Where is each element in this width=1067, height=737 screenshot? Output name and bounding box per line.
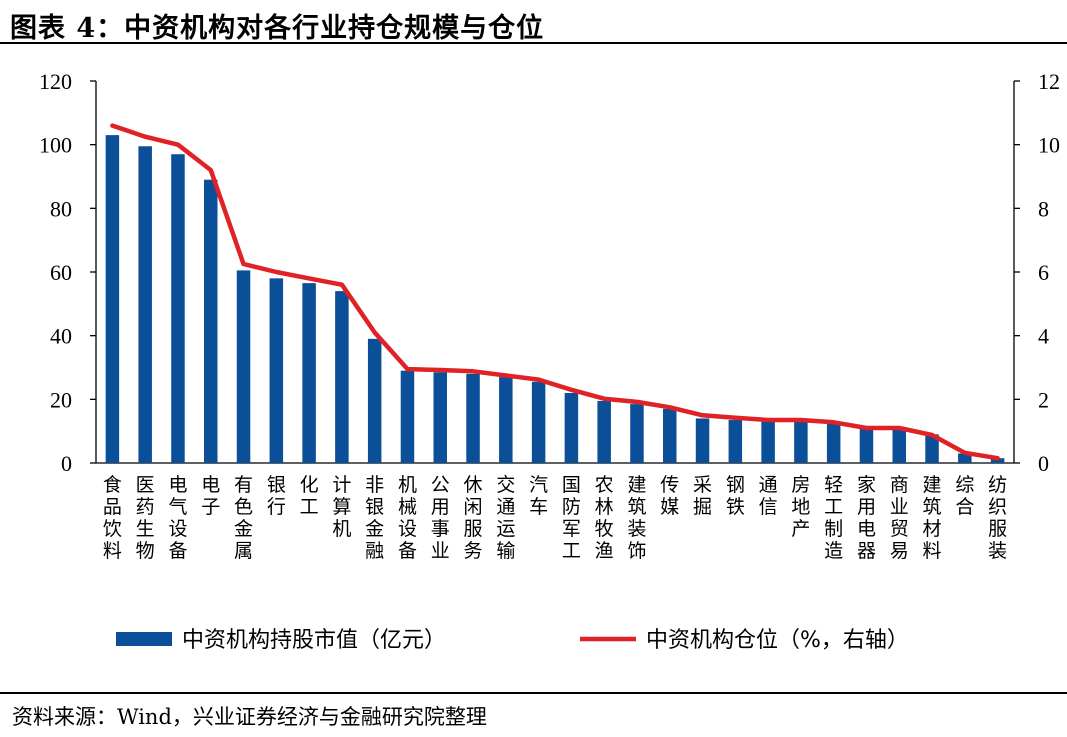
- source-note: 资料来源：Wind，兴业证券经济与金融研究院整理: [12, 705, 487, 729]
- right-tick-label: 4: [1038, 324, 1049, 349]
- bar: [105, 135, 120, 463]
- bar: [564, 392, 579, 463]
- bar: [695, 418, 710, 463]
- category-label: 家用电器: [857, 474, 876, 562]
- category-label: 电子: [201, 474, 220, 518]
- bar: [925, 434, 939, 463]
- bar: [400, 370, 415, 463]
- bar: [630, 404, 644, 463]
- bar: [826, 423, 841, 463]
- right-tick-label: 12: [1038, 69, 1060, 94]
- right-tick-label: 10: [1038, 133, 1060, 158]
- category-label: 非银金融: [365, 474, 384, 562]
- line-series: [110, 123, 1000, 461]
- bar: [302, 283, 316, 463]
- left-tick-label: 40: [50, 324, 72, 349]
- position-line: [110, 123, 1000, 461]
- bar: [531, 381, 546, 463]
- legend-bar-label: 中资机构持股市值（亿元）: [182, 628, 446, 653]
- bar: [990, 458, 1005, 463]
- category-label: 传媒: [660, 474, 679, 518]
- category-label: 汽车: [529, 474, 548, 518]
- category-label: 建筑材料: [923, 474, 942, 562]
- category-label: 银行: [267, 474, 286, 518]
- bar: [204, 179, 218, 463]
- left-tick-label: 0: [61, 451, 72, 476]
- category-label: 机械设备: [398, 474, 417, 562]
- bar: [597, 400, 611, 463]
- category-label: 国防军工: [562, 474, 581, 562]
- legend-line-label: 中资机构仓位（%，右轴）: [646, 628, 909, 653]
- bar: [761, 421, 775, 463]
- category-label: 采掘: [693, 474, 712, 518]
- category-labels: 食品饮料医药生物电气设备电子有色金属银行化工计算机非银金融机械设备公用事业休闲服…: [103, 474, 1007, 562]
- bar: [958, 453, 972, 463]
- category-label: 化工: [300, 474, 319, 518]
- footer-divider: [0, 692, 1067, 694]
- chart-title: 图表 4：中资机构对各行业持仓规模与仓位: [10, 13, 545, 44]
- right-tick-label: 2: [1038, 387, 1049, 412]
- bar-series: [105, 135, 1005, 463]
- bar: [269, 278, 284, 463]
- bar: [663, 408, 677, 463]
- category-label: 休闲服务: [464, 474, 483, 562]
- category-label: 纺织服装: [988, 474, 1007, 562]
- title-bar: 图表 4：中资机构对各行业持仓规模与仓位: [0, 0, 1067, 44]
- bar: [794, 421, 808, 463]
- bar: [499, 377, 513, 463]
- bar: [236, 270, 251, 463]
- category-label: 商业贸易: [890, 474, 909, 562]
- axes: 0 20 40 60 80 100 120 0 2 4 6 8 10 12: [39, 69, 1060, 476]
- category-label: 房地产: [791, 474, 810, 540]
- legend-bar-swatch: [116, 632, 172, 646]
- bar: [433, 372, 447, 463]
- bar: [367, 338, 382, 463]
- category-label: 建筑装饰: [627, 474, 646, 562]
- category-label: 食品饮料: [103, 474, 122, 562]
- category-label: 电气设备: [168, 474, 187, 562]
- category-label: 轻工制造: [824, 474, 843, 562]
- bar: [466, 373, 480, 463]
- category-label: 公用事业: [431, 474, 450, 562]
- category-label: 计算机: [332, 474, 351, 540]
- right-tick-label: 0: [1038, 451, 1049, 476]
- bar: [335, 291, 349, 463]
- left-tick-label: 20: [50, 387, 72, 412]
- bar: [138, 146, 152, 463]
- left-tick-label: 120: [39, 69, 72, 94]
- bar: [728, 420, 743, 463]
- left-tick-label: 80: [50, 196, 72, 221]
- category-label: 医药生物: [136, 474, 155, 562]
- left-tick-label: 100: [39, 133, 72, 158]
- category-label: 通信: [759, 474, 778, 518]
- category-label: 交通运输: [496, 474, 515, 562]
- right-tick-label: 8: [1038, 196, 1049, 221]
- bar: [171, 154, 185, 463]
- category-label: 综合: [955, 474, 974, 518]
- category-label: 有色金属: [234, 474, 253, 562]
- left-tick-label: 60: [50, 260, 72, 285]
- bar: [859, 427, 874, 463]
- chart-area: 0 20 40 60 80 100 120 0 2 4 6 8 10 12 食品饮料医药生物电气设备电子有…: [39, 69, 1060, 653]
- right-tick-label: 6: [1038, 260, 1049, 285]
- bar: [892, 427, 906, 463]
- category-label: 钢铁: [726, 474, 745, 518]
- category-label: 农林牧渔: [595, 474, 614, 562]
- legend: 中资机构持股市值（亿元） 中资机构仓位（%，右轴）: [116, 628, 909, 653]
